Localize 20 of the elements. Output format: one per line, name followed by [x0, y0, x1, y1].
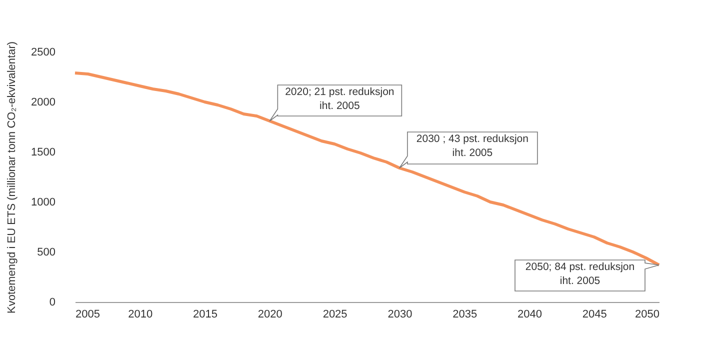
annotation: 2030 ; 43 pst. reduksjon iht. 2005 — [416, 133, 529, 159]
x-tick-label: 2010 — [128, 308, 153, 320]
y-tick-label: 1000 — [31, 196, 56, 208]
x-tick-label: 2025 — [322, 308, 348, 320]
x-tick-label: 2040 — [517, 308, 542, 320]
x-tick-label: 2030 — [388, 308, 412, 320]
y-tick-label: 2500 — [31, 46, 56, 58]
annotation: 2020; 21 pst. reduksjon iht. 2005 — [285, 86, 394, 112]
y-axis-title: Kvotemengd i EU ETS (millionar tonn CO₂-ekvivalentar) — [6, 41, 18, 314]
x-tick-label: 2020 — [258, 308, 282, 320]
annotation: 2050; 84 pst. reduksjon iht. 2005 — [525, 261, 635, 287]
y-tick-label: 2000 — [31, 96, 56, 108]
x-tick-label: 2005 — [76, 308, 100, 320]
x-tick-label: 2035 — [452, 308, 478, 320]
y-tick-label: 0 — [49, 296, 56, 308]
x-tick-label: 2015 — [193, 308, 218, 320]
y-tick-label: 1500 — [31, 146, 56, 158]
x-tick-label: 2050 — [635, 308, 660, 320]
x-tick-label: 2045 — [582, 308, 607, 320]
y-tick-label: 500 — [37, 246, 56, 258]
